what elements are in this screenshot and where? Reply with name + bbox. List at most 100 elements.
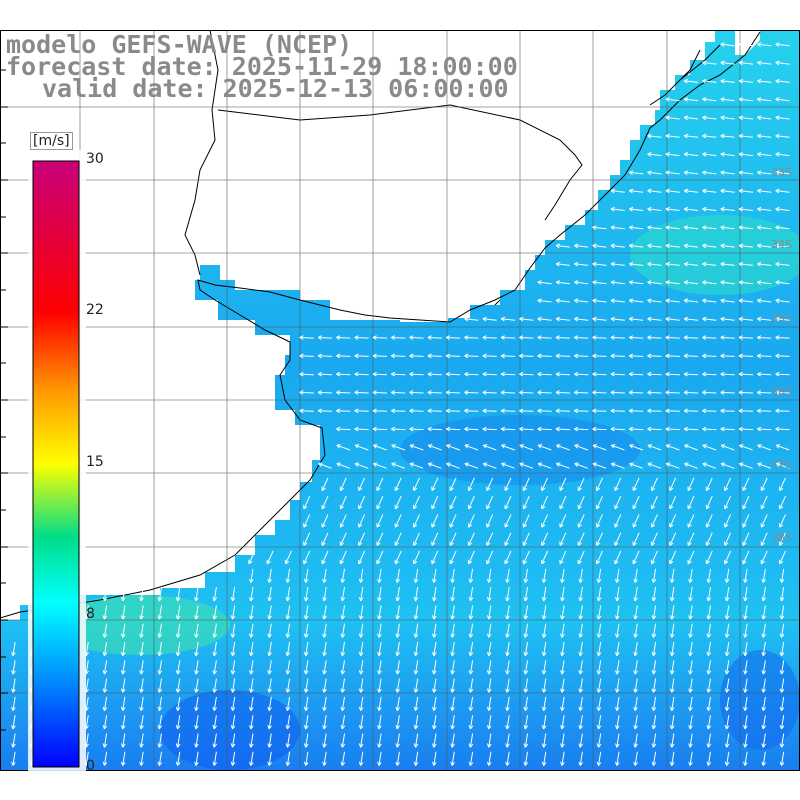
wind-arrow [427,373,442,376]
wind-arrow-head [177,707,181,712]
wind-arrow [762,660,766,675]
wind-arrow [689,751,693,766]
wind-arrow-head [501,462,506,464]
wind-arrow-head [140,670,144,675]
wind-arrow-head [537,390,542,393]
wind-arrow-head [321,561,326,565]
wind-arrow-head [775,318,780,322]
wind-arrow-head [249,743,252,748]
wind-arrow-head [523,761,526,766]
wind-arrow-head [611,444,616,446]
wind-arrow [303,550,311,565]
wind-arrow-head [500,335,505,338]
wind-arrow-head [739,444,743,449]
wind-arrow-head [647,353,652,357]
wind-arrow [647,190,662,193]
wind-arrow [285,550,292,565]
wind-arrow-head [195,707,199,712]
wind-arrow-head [213,597,218,602]
wind-arrow [303,514,311,528]
wind-arrow-head [519,463,523,467]
wind-arrow [738,355,754,357]
wind-arrow [684,373,699,376]
wind-arrow-head [633,615,636,620]
wind-arrow [762,715,766,730]
wind-arrow-head [683,373,688,377]
wind-arrow-head [665,188,670,192]
wind-arrow-head [451,652,455,657]
wind-arrow [671,605,675,620]
wind-arrow [775,226,790,230]
wind-arrow [103,660,108,675]
wind-arrow-head [104,652,108,657]
wind-arrow-head [377,706,380,711]
wind-arrow [268,568,272,583]
wind-arrow-head [702,171,706,176]
wind-arrow-head [757,78,762,82]
wind-arrow-head [486,633,490,638]
wind-arrow [376,532,384,546]
wind-arrow [541,477,549,491]
wind-arrow-head [614,506,619,510]
wind-arrow-head [340,651,343,656]
wind-arrow-head [742,524,747,528]
wind-arrow-head [505,725,508,730]
wind-arrow-head [519,318,523,322]
wind-arrow [598,660,602,675]
wind-arrow-head [555,426,560,430]
wind-arrow-head [683,428,688,432]
wind-arrow [303,532,311,546]
wind-arrow [665,318,680,321]
wind-arrow-head [194,688,197,693]
wind-arrow [574,391,589,394]
wind-arrow [464,428,479,431]
wind-arrow-head [702,373,707,377]
wind-arrow [647,337,662,339]
wind-arrow-head [177,615,181,620]
wind-arrow-head [450,761,453,766]
wind-arrow [614,495,622,510]
wind-arrow [396,678,400,693]
wind-arrow-head [378,579,382,583]
wind-arrow [340,495,347,510]
wind-arrow-head [574,245,578,249]
wind-arrow [561,587,565,601]
wind-arrow-head [303,578,307,583]
wind-arrow [647,410,662,412]
wind-arrow-head [267,615,270,620]
wind-arrow-head [409,463,414,467]
wind-arrow [378,678,382,693]
wind-arrow [684,116,699,120]
wind-arrow [396,641,400,656]
wind-arrow-head [413,706,416,711]
wind-arrow-head [500,428,505,432]
wind-arrow-head [139,761,142,766]
wind-arrow [579,623,583,638]
wind-arrow-head [286,597,291,602]
wind-arrow-head [781,633,785,638]
wind-arrow-head [689,688,693,693]
wind-arrow-head [286,725,291,730]
wind-arrow-head [574,462,579,464]
wind-arrow-head [762,688,766,693]
wind-arrow-head [505,633,508,638]
wind-arrow [720,116,735,120]
wind-arrow [775,444,790,451]
wind-arrow [652,751,657,766]
wind-arrow-head [488,597,492,602]
wind-arrow-head [413,743,416,748]
wind-arrow-head [647,355,652,359]
wind-arrow-head [779,578,782,583]
wind-arrow-head [775,152,780,155]
wind-arrow-head [303,506,308,510]
wind-arrow [706,550,713,565]
wind-arrow-head [409,462,415,464]
wind-arrow-head [720,62,725,66]
wind-arrow [757,226,772,230]
wind-arrow [543,568,547,583]
wind-arrow [299,410,314,412]
wind-arrow [286,751,291,766]
wind-arrow-head [213,670,218,675]
wind-arrow-head [775,133,780,137]
wind-arrow-head [524,579,529,583]
